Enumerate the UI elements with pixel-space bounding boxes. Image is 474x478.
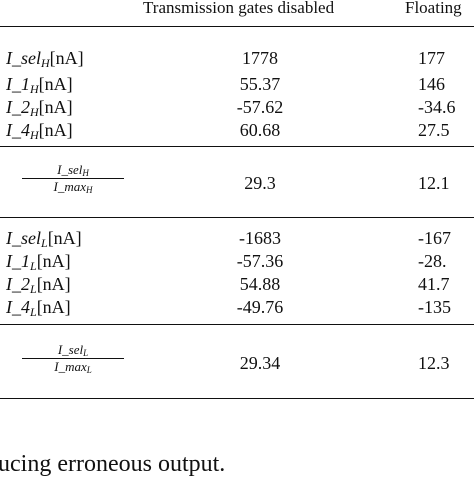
row-label: I_selH[nA] xyxy=(6,48,84,70)
cell-floating: 27.5 xyxy=(418,120,450,140)
cell-floating: 41.7 xyxy=(418,274,450,294)
symbol: I_max xyxy=(53,179,87,194)
row-label: I_selL[nA] xyxy=(6,228,82,250)
subscript: H xyxy=(41,56,50,70)
column-header-transmission-gates-disabled: Transmission gates disabled xyxy=(143,0,335,17)
subscript: L xyxy=(30,259,37,273)
cell-floating: 146 xyxy=(418,74,445,94)
row-label: I_4H[nA] xyxy=(6,120,73,142)
subscript: L xyxy=(86,365,92,375)
cell-disabled: 55.37 xyxy=(239,74,281,94)
cell-floating: -34.6 xyxy=(418,97,456,117)
subscript: L xyxy=(83,348,89,358)
symbol: I_4 xyxy=(6,297,30,317)
caption-text: ucing erroneous output. xyxy=(0,451,226,477)
cell-disabled: -57.62 xyxy=(236,97,284,117)
symbol: I_1 xyxy=(6,74,30,94)
cell-disabled: 1778 xyxy=(242,48,278,68)
subscript: H xyxy=(30,128,39,142)
cell-disabled: -57.36 xyxy=(236,251,284,271)
symbol: I_2 xyxy=(6,274,30,294)
subscript: H xyxy=(82,168,89,178)
cell-disabled: 60.68 xyxy=(239,120,281,140)
rule xyxy=(0,146,474,148)
cell-floating: -28. xyxy=(418,251,447,271)
row-label: I_1H[nA] xyxy=(6,74,73,96)
fraction-numerator: I_selH xyxy=(18,162,128,178)
cell-floating: 12.3 xyxy=(418,353,450,373)
fraction-denominator: I_maxH xyxy=(18,179,128,195)
row-label: I_2H[nA] xyxy=(6,97,73,119)
subscript: L xyxy=(30,305,37,319)
unit: [nA] xyxy=(36,297,71,317)
header-rule xyxy=(0,26,474,28)
column-header-floating: Floating xyxy=(405,0,462,17)
symbol: I_sel xyxy=(57,162,83,177)
symbol: I_4 xyxy=(6,120,30,140)
cell-disabled: -49.76 xyxy=(236,297,284,317)
fraction-bar xyxy=(22,358,124,359)
fraction-numerator: I_selL xyxy=(18,342,128,358)
unit: [nA] xyxy=(38,120,73,140)
ratio-label: I_selL I_maxL xyxy=(18,342,128,375)
unit: [nA] xyxy=(38,97,73,117)
row-label: I_2L[nA] xyxy=(6,274,71,296)
symbol: I_sel xyxy=(6,48,41,68)
ratio-label: I_selH I_maxH xyxy=(18,162,128,195)
cell-floating: 12.1 xyxy=(418,173,450,193)
subscript: H xyxy=(30,82,39,96)
subscript: L xyxy=(30,282,37,296)
unit: [nA] xyxy=(38,74,73,94)
cell-floating: -135 xyxy=(418,297,451,317)
cell-disabled: 29.3 xyxy=(244,173,276,193)
subscript: L xyxy=(41,236,48,250)
cell-floating: 177 xyxy=(418,48,445,68)
symbol: I_2 xyxy=(6,97,30,117)
subscript: H xyxy=(86,185,93,195)
subscript: H xyxy=(30,105,39,119)
unit: [nA] xyxy=(49,48,84,68)
rule xyxy=(0,324,474,326)
rule xyxy=(0,217,474,219)
symbol: I_max xyxy=(54,359,87,374)
cell-disabled: 54.88 xyxy=(239,274,281,294)
fraction-bar xyxy=(22,178,124,179)
unit: [nA] xyxy=(47,228,82,248)
fraction-denominator: I_maxL xyxy=(18,359,128,375)
cell-disabled: 29.34 xyxy=(239,353,281,373)
row-label: I_1L[nA] xyxy=(6,251,71,273)
unit: [nA] xyxy=(36,274,71,294)
bottom-rule xyxy=(0,398,474,400)
symbol: I_1 xyxy=(6,251,30,271)
cell-floating: -167 xyxy=(418,228,451,248)
row-label: I_4L[nA] xyxy=(6,297,71,319)
cell-disabled: -1683 xyxy=(239,228,281,248)
symbol: I_sel xyxy=(57,342,84,357)
symbol: I_sel xyxy=(6,228,41,248)
unit: [nA] xyxy=(36,251,71,271)
